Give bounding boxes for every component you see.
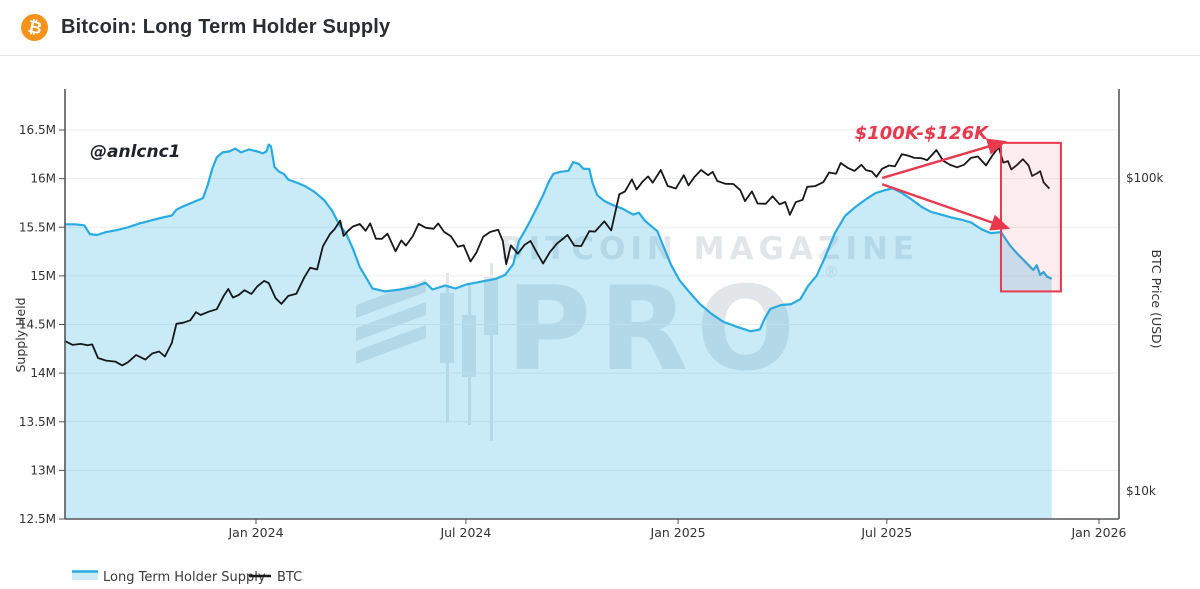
y-left-axis-title: Supply Held (13, 297, 28, 372)
svg-text:12.5M: 12.5M (19, 512, 56, 526)
svg-text:$10k: $10k (1126, 484, 1156, 498)
svg-text:®: ® (824, 263, 839, 281)
chart-canvas: BITCOIN MAGAZINE®PRO16.5M16M15.5M15M14.5… (13, 89, 1164, 585)
svg-text:Jan 2025: Jan 2025 (650, 525, 706, 540)
svg-text:16M: 16M (30, 172, 56, 186)
svg-text:13.5M: 13.5M (19, 415, 56, 429)
svg-text:Jul 2025: Jul 2025 (860, 525, 912, 540)
bitcoin-logo: ₿ (21, 14, 48, 41)
svg-text:14.5M: 14.5M (19, 318, 56, 332)
btc-price-series (64, 146, 1051, 367)
btc-legend-label: BTC (277, 570, 302, 585)
annotations: $100K-$126K (855, 123, 1062, 293)
lth-supply-series (64, 143, 1053, 519)
bitcoin-icon: ₿ (25, 16, 44, 39)
author-handle: @anlcnc1 (90, 142, 181, 162)
svg-text:Jul 2024: Jul 2024 (439, 525, 491, 540)
highlight-box (999, 141, 1062, 293)
svg-text:$100k: $100k (1126, 171, 1164, 185)
svg-text:14M: 14M (30, 366, 56, 380)
lth-legend-label: Long Term Holder Supply (103, 570, 266, 585)
price-range-label: $100K-$126K (855, 123, 990, 144)
lth-legend-swatch (72, 571, 98, 580)
bitcoin-magazine-logo-icon (356, 263, 498, 441)
svg-text:15.5M: 15.5M (19, 220, 56, 234)
page-title: Bitcoin: Long Term Holder Supply (61, 16, 391, 38)
svg-text:16.5M: 16.5M (19, 123, 56, 137)
svg-text:15M: 15M (30, 269, 56, 283)
svg-text:Jan 2026: Jan 2026 (1070, 525, 1126, 540)
svg-text:Jan 2024: Jan 2024 (227, 525, 283, 540)
annotation-arrow (881, 183, 1011, 231)
legend: Long Term Holder Supply BTC (72, 570, 302, 585)
y-right-axis-title: BTC Price (USD) (1149, 249, 1164, 348)
chart-header: ₿ Bitcoin: Long Term Holder Supply (0, 0, 1200, 56)
axes: 16.5M 16M 15.5M 15M 14.5M 14M 13.5M 13M 12.5M Jan… (13, 89, 1164, 540)
annotation-arrow (881, 138, 1007, 180)
svg-text:13M: 13M (30, 463, 56, 477)
